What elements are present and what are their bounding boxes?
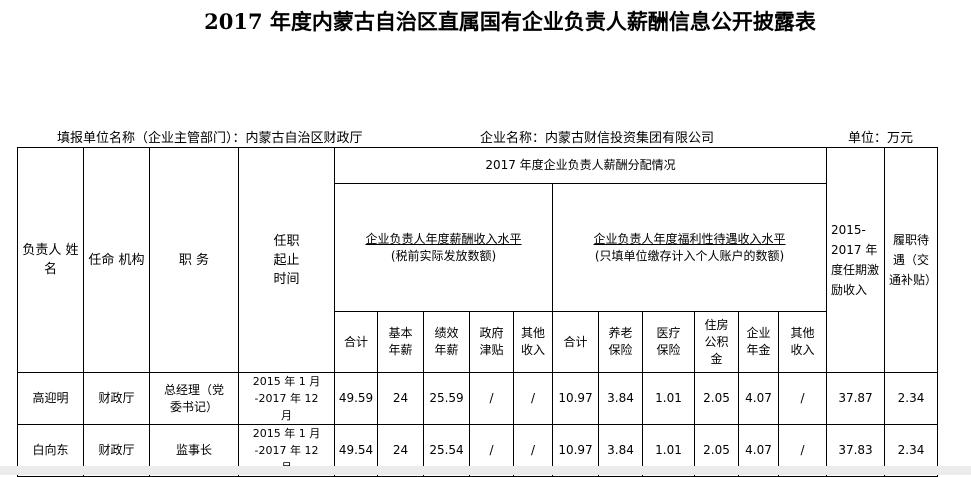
cell-value: 2.34 — [884, 372, 938, 425]
cell-term: 2015 年 1 月 -2017 年 12 月 — [238, 372, 335, 425]
cell-value: / — [513, 372, 553, 425]
sub-header: 合计 — [334, 311, 378, 373]
cell-value: / — [469, 372, 514, 425]
sub-header: 医疗保险 — [642, 311, 695, 373]
sub-header: 住房公积金 — [694, 311, 739, 373]
cell-position: 总经理（党委书记） — [149, 372, 239, 425]
salary-note: (税前实际发放数额) — [390, 248, 497, 263]
cell-value: 10.97 — [552, 372, 599, 425]
cell-value: 24 — [377, 372, 424, 425]
sub-header: 企业年金 — [738, 311, 779, 373]
cell-value: 37.87 — [826, 372, 885, 425]
header-name: 负责人 姓 名 — [17, 147, 84, 373]
salary-table: 负责人 姓 名 任命 机构 职 务 任职 起止 时间 2017 年度企业负责人薪… — [17, 147, 938, 477]
header-duty: 履职待遇（交通补贴） — [884, 147, 938, 373]
cell-value: 49.59 — [334, 372, 378, 425]
sub-header: 基本年薪 — [377, 311, 424, 373]
cell-value: 4.07 — [738, 372, 779, 425]
header-position: 职 务 — [149, 147, 239, 373]
sub-header: 政府津贴 — [469, 311, 514, 373]
sub-header: 其他收入 — [513, 311, 553, 373]
welfare-note: (只填单位缴存计入个人账户的数额) — [594, 248, 785, 263]
salary-label: 企业负责人年度薪酬收入水平 — [365, 231, 522, 246]
cell-value: / — [778, 372, 827, 425]
currency-unit: 单位：万元 — [848, 131, 914, 146]
cell-value: 25.59 — [423, 372, 470, 425]
header-incentive: 2015-2017 年度任期激励收入 — [826, 147, 885, 373]
sub-header: 绩效年薪 — [423, 311, 470, 373]
header-term: 任职 起止 时间 — [238, 147, 335, 373]
header-distribution: 2017 年度企业负责人薪酬分配情况 — [334, 147, 827, 184]
cell-org: 财政厅 — [83, 372, 150, 425]
cell-value: 2.05 — [694, 372, 739, 425]
sub-header: 养老保险 — [598, 311, 643, 373]
table-row: 高迎明 财政厅 总经理（党委书记） 2015 年 1 月 -2017 年 12 … — [17, 372, 938, 425]
cell-name: 高迎明 — [17, 372, 84, 425]
cell-value: 1.01 — [642, 372, 695, 425]
page-title: 2017 年度内蒙古自治区直属国有企业负责人薪酬信息公开披露表 — [204, 9, 816, 34]
header-welfare: 企业负责人年度福利性待遇收入水平 (只填单位缴存计入个人账户的数额) — [552, 183, 827, 312]
sub-header: 合计 — [552, 311, 599, 373]
header-salary: 企业负责人年度薪酬收入水平 (税前实际发放数额) — [334, 183, 553, 312]
welfare-label: 企业负责人年度福利性待遇收入水平 — [593, 231, 786, 246]
sub-header: 其他收入 — [778, 311, 827, 373]
header-org: 任命 机构 — [83, 147, 150, 373]
cell-value: 3.84 — [598, 372, 643, 425]
page-bottom-edge — [0, 466, 971, 475]
company-name: 企业名称：内蒙古财信投资集团有限公司 — [480, 131, 715, 146]
reporter-unit: 填报单位名称（企业主管部门）：内蒙古自治区财政厅 — [57, 131, 363, 146]
